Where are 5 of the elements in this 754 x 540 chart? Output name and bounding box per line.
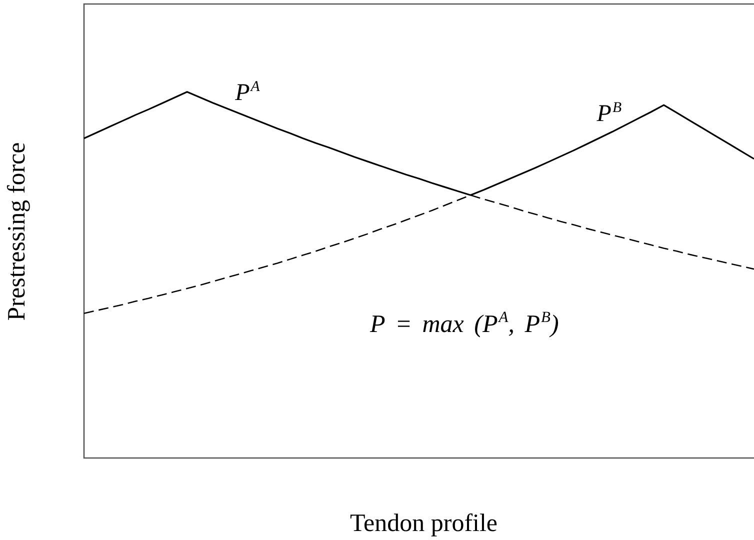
- x-axis-title: Tendon profile: [350, 510, 498, 536]
- series-label: P$^{A}$: [235, 78, 260, 106]
- annotation: P = max (P$^{A}$, P$^{B}$): [370, 309, 559, 338]
- y-axis-title: Prestressing force: [4, 142, 31, 320]
- series-label: P$^{B}$: [596, 100, 622, 128]
